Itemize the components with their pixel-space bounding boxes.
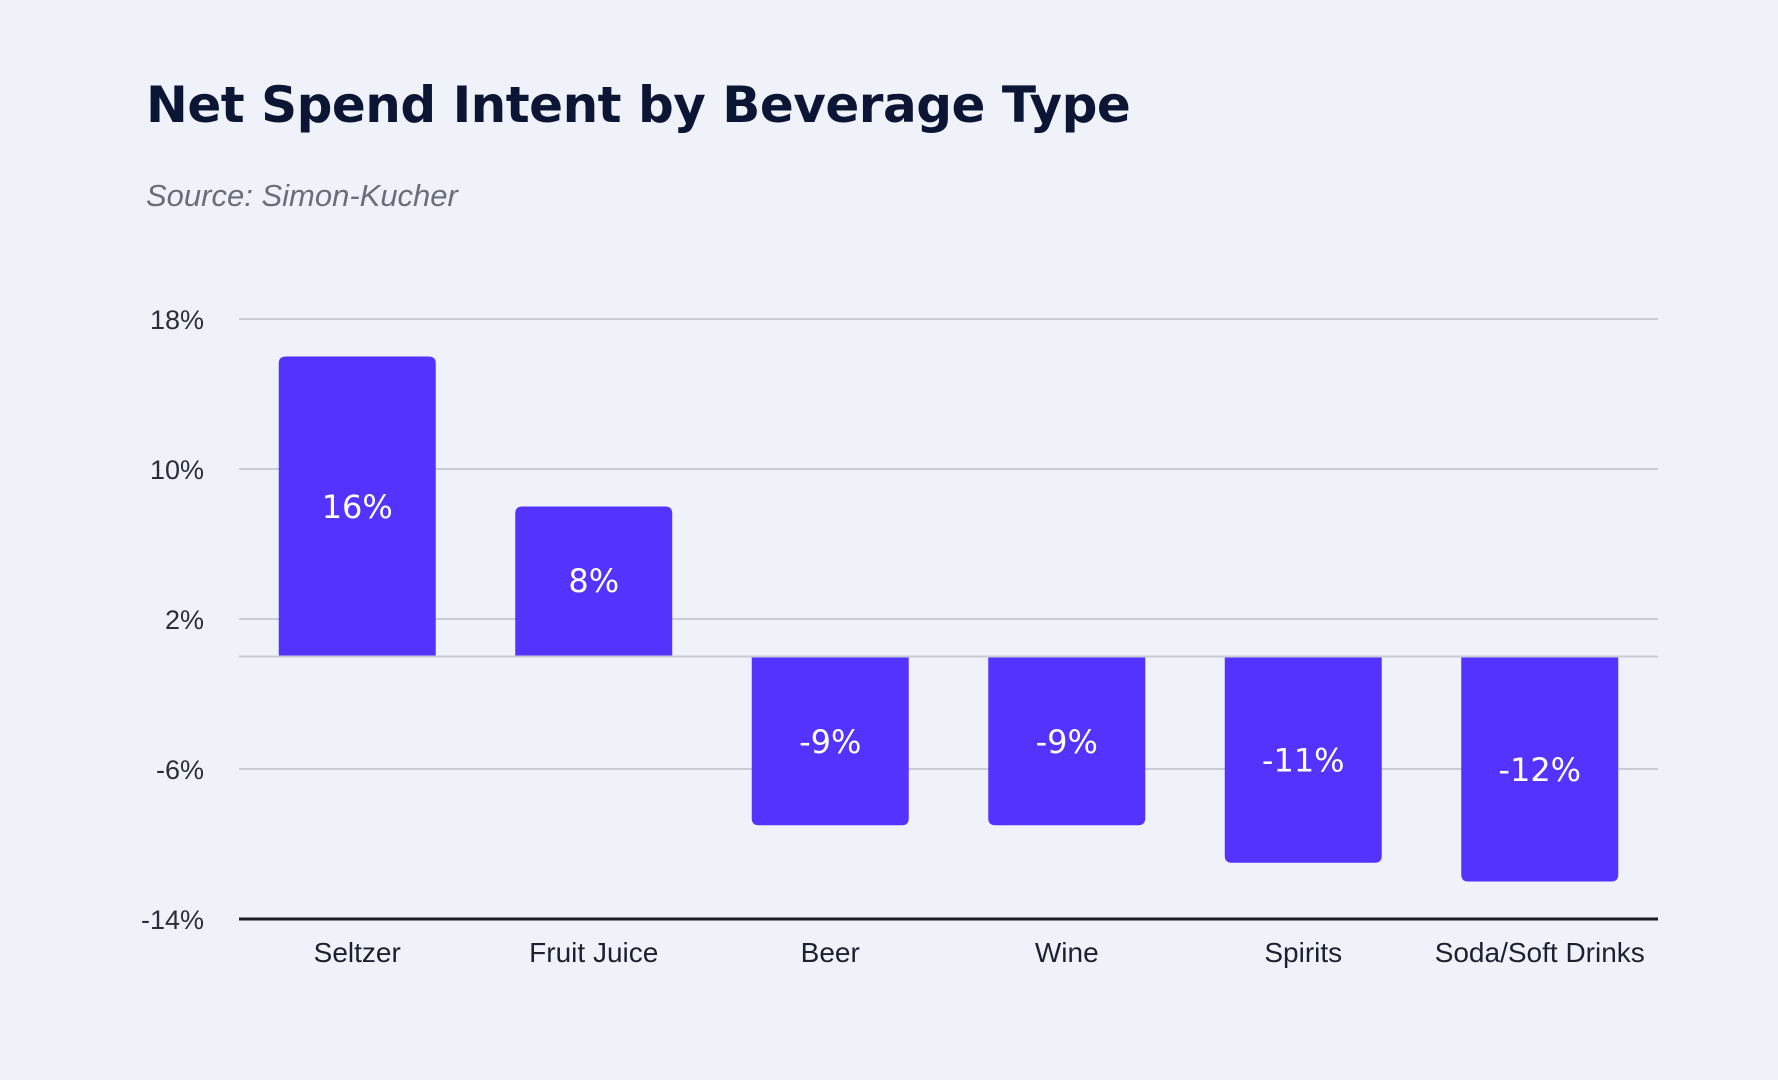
- gridlines: [239, 318, 1658, 770]
- bar-seltzer: [278, 356, 436, 657]
- bar-wine: [988, 656, 1146, 826]
- x-category-label: Soda/Soft Drinks: [1435, 937, 1645, 968]
- y-tick-label: 2%: [165, 605, 204, 635]
- x-category-label: Wine: [1035, 937, 1099, 968]
- y-tick-label: 18%: [150, 305, 204, 335]
- x-category-label: Spirits: [1264, 937, 1342, 968]
- x-category-label: Fruit Juice: [529, 937, 658, 968]
- y-tick-label: -14%: [141, 905, 204, 935]
- bar-spirits: [1224, 656, 1382, 863]
- y-tick-label: -6%: [156, 755, 204, 785]
- bar-value-label: -11%: [1262, 742, 1345, 780]
- bars: [278, 356, 1619, 882]
- labels: 18% 10% 2% -6% -14% 16% Seltzer 8% Fruit Juice -9…: [141, 305, 1645, 968]
- chart-title: Net Spend Intent by Beverage Type: [146, 76, 1131, 134]
- bar-beer: [751, 656, 909, 826]
- bar-value-label: -9%: [1036, 723, 1098, 761]
- x-category-label: Beer: [801, 937, 860, 968]
- bar-value-label: 16%: [322, 488, 393, 526]
- bar-value-label: -12%: [1498, 751, 1581, 789]
- bar-value-label: 8%: [568, 562, 619, 600]
- y-tick-label: 10%: [150, 455, 204, 485]
- chart-subtitle: Source: Simon-Kucher: [146, 178, 458, 213]
- bar-value-label: -9%: [799, 723, 861, 761]
- axes: [239, 655, 1658, 921]
- x-category-label: Seltzer: [314, 937, 401, 968]
- bar-soda-soft-drinks: [1461, 656, 1619, 882]
- bar-fruit-juice: [515, 506, 673, 657]
